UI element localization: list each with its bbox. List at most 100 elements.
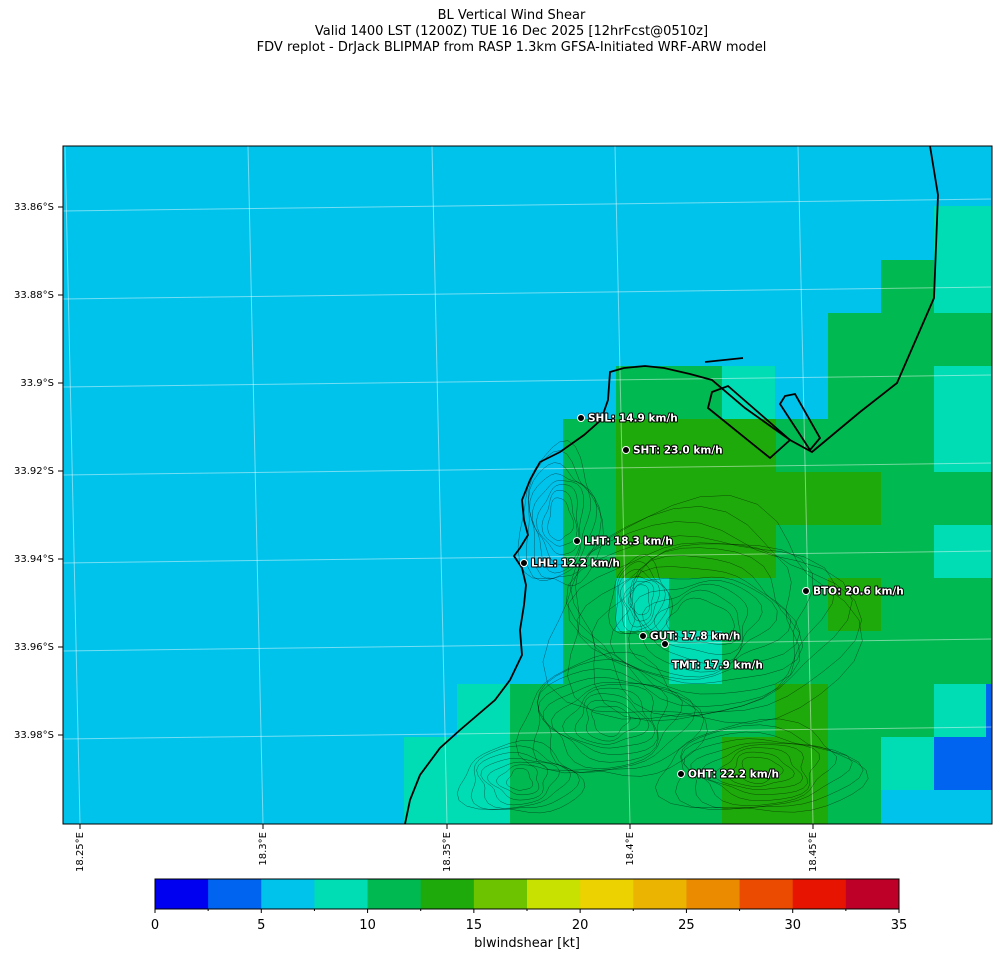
- contour-line: [529, 473, 591, 574]
- meridian-line: [247, 146, 264, 824]
- contour-line: [683, 738, 838, 807]
- lon-tick-label: 18.3°E: [258, 832, 269, 866]
- contour-line: [541, 489, 578, 547]
- shear-cell: [616, 525, 776, 578]
- shear-cell: [881, 790, 992, 824]
- colorbar-tick-label: 10: [359, 918, 376, 933]
- contour-line: [470, 745, 580, 811]
- colorbar-tick-label: 20: [572, 918, 589, 933]
- contour-line: [506, 768, 534, 791]
- contour-line: [480, 757, 560, 806]
- source-line: FDV replot - DrJack BLIPMAP from RASP 1.…: [256, 40, 767, 55]
- colorbar-swatch: [420, 879, 475, 909]
- lon-tick-label: 18.35°E: [442, 832, 453, 872]
- contour-line: [551, 684, 658, 755]
- colorbar-tick-label: 15: [466, 918, 483, 933]
- shear-cell: [563, 419, 616, 472]
- contour-line: [496, 764, 540, 796]
- shear-cell: [934, 525, 992, 578]
- station-dot-bto[interactable]: [802, 587, 810, 595]
- station-markers: SHL: 14.9 km/h SHT: 23.0 km/h LHT: 18.3 km…: [520, 412, 905, 782]
- contour-line: [620, 576, 660, 628]
- contour-line: [690, 742, 820, 801]
- contour-line: [655, 718, 869, 813]
- station-label-tmt: TMT: 17.9 km/h: [672, 660, 763, 672]
- contour-line: [591, 706, 631, 737]
- shear-cell: [563, 737, 722, 824]
- contour-line: [542, 682, 668, 763]
- map-title-block: BL Vertical Wind Shear Valid 1400 LST (1…: [0, 8, 1001, 56]
- contour-line: [456, 740, 586, 814]
- contour-line: [628, 584, 650, 616]
- contour-line: [542, 495, 863, 724]
- shear-cell: [776, 525, 828, 578]
- contour-line: [609, 555, 801, 680]
- contour-line: [568, 542, 813, 708]
- contour-line: [623, 580, 655, 622]
- contour-line: [547, 497, 575, 541]
- colorbar-swatch: [314, 879, 369, 909]
- graticule: [63, 146, 992, 824]
- shear-cell: [404, 737, 457, 824]
- contour-line: [476, 752, 572, 809]
- station-dot-lht[interactable]: [573, 537, 581, 545]
- station-dot-lhl[interactable]: [520, 559, 528, 567]
- shear-cell: [722, 578, 775, 631]
- colorbar-tick-label: 35: [891, 918, 908, 933]
- colorbar-swatch: [155, 879, 209, 909]
- shear-cell: [828, 578, 881, 631]
- lon-tick-label: 18.25°E: [75, 832, 86, 872]
- contour-line: [701, 744, 808, 795]
- map-title: BL Vertical Wind Shear: [437, 8, 586, 23]
- shear-cell: [457, 737, 510, 824]
- station-dot-gut[interactable]: [639, 632, 647, 640]
- station-dot-oht[interactable]: [677, 770, 685, 778]
- shear-cell: [881, 737, 934, 790]
- shear-cell: [881, 578, 992, 684]
- station-dot-sht[interactable]: [622, 446, 630, 454]
- contour-line: [569, 521, 853, 722]
- contour-line: [586, 699, 641, 742]
- contour-line: [536, 668, 696, 773]
- shear-cell: [934, 684, 992, 737]
- contour-line: [628, 566, 792, 678]
- contour-line: [576, 543, 800, 695]
- colorbar-swatch: [580, 879, 634, 909]
- station-label-shl: SHL: 14.9 km/h: [588, 413, 678, 425]
- contour-line: [487, 761, 548, 801]
- lat-tick-label: 33.86°S: [14, 202, 54, 213]
- coastline: [404, 146, 939, 824]
- meridian-line: [64, 146, 81, 824]
- shear-cell: [934, 313, 992, 366]
- lon-tick-label: 18.4°E: [625, 832, 636, 866]
- contour-line: [618, 568, 666, 632]
- contour-line: [515, 651, 708, 777]
- contour-line: [615, 561, 671, 634]
- shear-cell: [669, 419, 776, 472]
- shear-cell: [775, 631, 881, 684]
- terrain-contours: [456, 440, 869, 814]
- station-dot-tmt[interactable]: [661, 640, 669, 648]
- contour-line: [517, 440, 604, 586]
- colorbar-swatch: [208, 879, 262, 909]
- contour-line: [566, 535, 836, 717]
- colorbar-label: blwindshear [kt]: [474, 936, 580, 951]
- station-dot-shl[interactable]: [577, 414, 585, 422]
- lat-tick-label: 33.94°S: [14, 554, 54, 565]
- colorbar-swatch: [473, 879, 528, 909]
- shear-cell: [510, 737, 563, 824]
- colorbar-tick-label: 0: [151, 918, 159, 933]
- shear-cell: [881, 472, 992, 525]
- contour-line: [591, 547, 804, 684]
- shear-cell: [563, 472, 616, 525]
- meridian-line: [614, 146, 631, 824]
- colorbar-swatch: [633, 879, 687, 909]
- meridian-line: [797, 146, 814, 824]
- shear-cell: [669, 366, 722, 419]
- lat-tick-label: 33.88°S: [14, 290, 54, 301]
- shear-cell: [828, 525, 934, 578]
- contour-line: [562, 687, 656, 749]
- shear-cell: [881, 260, 934, 313]
- parallel-line: [63, 286, 992, 300]
